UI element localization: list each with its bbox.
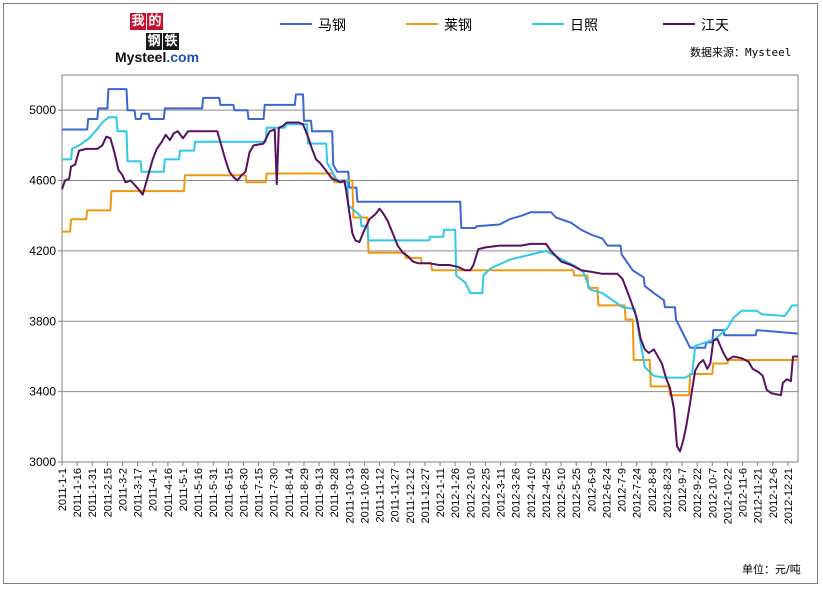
x-tick-label: 2012-11-21	[753, 468, 765, 523]
x-tick-label: 2011-9-13	[314, 468, 326, 517]
y-tick-label: 3800	[29, 314, 56, 328]
logo-char-3: 钢	[146, 33, 162, 50]
x-tick-label: 2012-9-22	[692, 468, 704, 518]
y-tick-label: 3000	[29, 455, 56, 469]
x-tick-label: 2011-12-27	[420, 468, 432, 523]
x-tick-label: 2011-2-15	[102, 468, 114, 517]
x-tick-label: 2012-9-7	[677, 468, 689, 512]
logo-cn-mark: 我的 钢铁	[130, 10, 179, 52]
x-tick-label: 2012-1-11	[435, 468, 447, 517]
x-tick-label: 2011-11-27	[390, 468, 402, 523]
logo-wordmark-main: Mysteel	[115, 49, 167, 65]
x-tick-label: 2011-5-31	[208, 468, 220, 517]
x-tick-label: 2011-1-31	[87, 468, 99, 517]
x-tick-label: 2011-9-28	[329, 468, 341, 517]
x-tick-label: 2012-5-10	[556, 468, 568, 518]
y-tick-label: 4200	[29, 244, 56, 258]
x-tick-label: 2011-4-1	[148, 468, 160, 511]
legend-label-4: 江天	[701, 18, 729, 34]
x-tick-label: 2011-12-12	[405, 468, 417, 523]
data-source-label: 数据来源：Mysteel	[690, 46, 792, 59]
x-tick-label: 2012-8-8	[647, 468, 659, 512]
x-tick-label: 2012-3-11	[496, 468, 508, 517]
x-tick-label: 2011-5-1	[178, 468, 190, 511]
x-tick-label: 2011-7-30	[269, 468, 281, 517]
x-tick-label: 2012-4-10	[526, 468, 538, 518]
y-tick-label: 5000	[29, 103, 56, 117]
x-tick-label: 2011-5-16	[193, 468, 205, 517]
x-tick-label: 2012-10-22	[722, 468, 734, 524]
logo-char-4: 铁	[163, 33, 179, 50]
logo-wordmark: Mysteel.com	[115, 49, 199, 65]
x-tick-label: 2012-2-25	[480, 468, 492, 518]
x-tick-label: 2011-10-28	[359, 468, 371, 523]
y-tick-label: 3400	[29, 385, 56, 399]
unit-label: 单位：元/吨	[742, 563, 801, 576]
x-tick-label: 2012-12-21	[783, 468, 795, 524]
y-tick-label: 4600	[29, 174, 56, 188]
x-tick-label: 2012-1-26	[450, 468, 462, 518]
x-tick-label: 2011-4-16	[163, 468, 175, 517]
x-tick-label: 2011-3-2	[117, 468, 129, 511]
logo-char-2: 的	[147, 13, 163, 30]
x-tick-label: 2011-8-29	[299, 468, 311, 517]
legend-label-3: 日照	[570, 18, 598, 34]
legend-label-1: 马钢	[318, 18, 346, 34]
legend-label-2: 莱钢	[444, 18, 472, 34]
x-tick-label: 2011-11-12	[375, 468, 387, 523]
x-tick-label: 2012-7-24	[632, 468, 644, 518]
x-tick-label: 2012-6-9	[586, 468, 598, 512]
x-tick-label: 2011-3-17	[133, 468, 145, 517]
x-tick-label: 2011-6-15	[223, 468, 235, 517]
series-line-4	[61, 121, 798, 453]
plot-area	[61, 74, 799, 463]
x-tick-label: 2012-5-25	[571, 468, 583, 518]
x-tick-label: 2012-4-25	[541, 468, 553, 518]
x-tick-label: 2012-2-10	[465, 468, 477, 518]
x-tick-label: 2011-10-13	[344, 468, 356, 523]
series-line-3	[62, 116, 798, 379]
x-tick-label: 2011-8-14	[284, 468, 296, 517]
x-tick-label: 2011-6-30	[238, 468, 250, 517]
x-tick-label: 2012-11-6	[738, 468, 750, 517]
mysteel-logo: 我的 钢铁 Mysteel.com	[112, 8, 212, 68]
x-tick-label: 2012-3-26	[511, 468, 523, 518]
x-tick-label: 2012-12-6	[768, 468, 780, 518]
series-line-1	[62, 88, 799, 349]
logo-char-1: 我	[130, 13, 146, 30]
x-tick-label: 2011-7-15	[254, 468, 266, 517]
x-tick-label: 2011-1-1	[57, 468, 69, 511]
x-tick-label: 2012-6-24	[601, 468, 613, 518]
x-tick-label: 2012-10-7	[707, 468, 719, 518]
x-tick-label: 2012-7-9	[617, 468, 629, 512]
logo-wordmark-domain: .com	[166, 49, 200, 65]
x-tick-label: 2011-1-16	[72, 468, 84, 517]
x-tick-label: 2012-8-23	[662, 468, 674, 518]
